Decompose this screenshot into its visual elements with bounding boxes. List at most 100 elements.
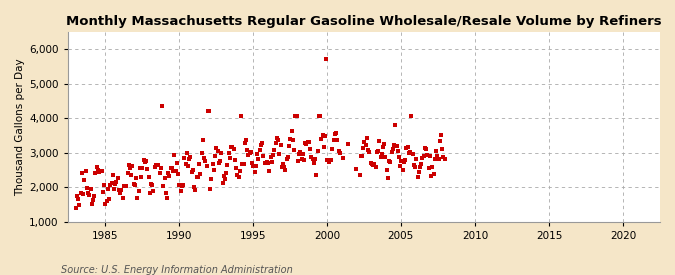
Point [232,173,243,177]
Point [140,160,151,165]
Point [138,158,149,162]
Point [312,149,323,153]
Point [359,140,370,144]
Point [277,161,288,166]
Point [398,168,408,172]
Point [319,145,329,149]
Point [226,145,237,149]
Point [107,173,118,177]
Point [263,161,273,166]
Point [305,147,316,152]
Point [274,152,285,156]
Point [313,114,324,119]
Point [103,187,113,192]
Point [192,175,203,179]
Point [195,172,206,177]
Point [227,145,238,150]
Point [252,152,263,156]
Point [321,57,331,61]
Point [253,157,264,161]
Point [381,168,392,173]
Point [115,191,126,196]
Point [425,153,435,158]
Point [417,156,428,160]
Point [421,147,431,151]
Point [316,136,327,141]
Point [147,183,158,187]
Point [111,180,122,184]
Point [377,152,387,156]
Point [244,151,255,155]
Point [146,182,157,186]
Point [130,182,140,187]
Point [281,157,292,161]
Point [92,167,103,172]
Point [433,156,444,161]
Point [82,191,93,195]
Point [384,159,395,163]
Point [285,137,296,141]
Point [298,158,309,162]
Point [207,162,218,166]
Point [331,130,342,135]
Point [387,146,398,151]
Point [85,187,96,191]
Point [106,181,117,185]
Point [158,184,169,189]
Point [398,160,409,165]
Point [219,174,230,179]
Point [392,149,403,153]
Point [72,194,82,199]
Point [248,164,259,168]
Point [322,157,333,162]
Point [179,156,190,160]
Point [164,174,175,178]
Point [423,165,434,170]
Point [383,176,394,180]
Point [437,147,448,151]
Point [183,164,194,169]
Point [254,148,265,153]
Point [221,171,232,175]
Point [100,202,111,206]
Point [215,159,225,163]
Point [197,138,208,142]
Point [334,150,345,155]
Point [438,155,449,159]
Point [250,164,261,168]
Point [428,172,439,176]
Point [126,173,136,177]
Point [97,169,107,173]
Point [416,162,427,166]
Point [222,162,233,167]
Point [302,140,313,144]
Point [223,151,234,155]
Point [295,150,306,155]
Point [212,149,223,154]
Point [201,164,212,169]
Point [143,175,154,180]
Point [176,184,187,189]
Point [173,171,184,176]
Point [202,109,213,114]
Point [190,188,200,192]
Point [290,114,301,119]
Point [112,175,123,180]
Point [406,114,416,119]
Point [104,197,115,201]
Point [434,139,445,143]
Point [377,145,388,150]
Point [161,191,171,196]
Point [270,141,281,145]
Point [435,133,446,138]
Point [90,171,101,175]
Point [368,163,379,167]
Point [283,155,294,159]
Point [154,170,165,175]
Point [307,157,318,161]
Point [234,169,245,174]
Point [88,198,99,203]
Point [304,140,315,144]
Point [431,149,441,153]
Point [280,168,291,172]
